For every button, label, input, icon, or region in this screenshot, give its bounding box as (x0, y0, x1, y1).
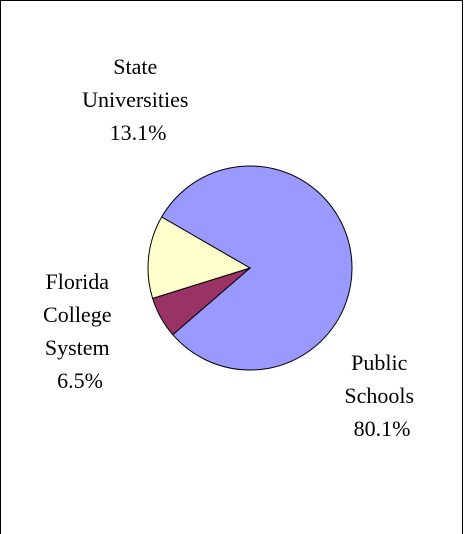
label-line-1: State (113, 54, 157, 79)
label-value: 13.1% (110, 120, 167, 145)
label-line-2: College (43, 302, 111, 327)
pie-slices (147, 165, 353, 371)
label-line-3: System (45, 335, 110, 360)
slice-label-state-universities: State Universities 13.1% (82, 54, 194, 145)
label-line-1: Florida (45, 269, 109, 294)
label-value: 6.5% (57, 368, 103, 393)
slice-label-public-schools: Public Schools 80.1% (344, 350, 419, 441)
pie-slice-public-schools (160, 165, 353, 371)
label-value: 80.1% (354, 416, 411, 441)
slice-label-florida-college-system: Florida College System 6.5% (43, 269, 117, 393)
label-line-2: Universities (82, 87, 188, 112)
pie-slice-state-universities (147, 216, 252, 299)
label-line-2: Schools (344, 383, 414, 408)
label-line-1: Public (351, 350, 407, 375)
